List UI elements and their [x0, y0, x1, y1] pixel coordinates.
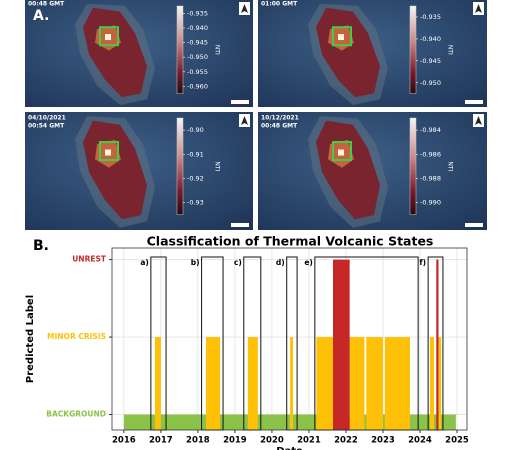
state-period [247, 337, 258, 430]
roi-box [332, 26, 352, 47]
y-tick-label: MINOR CRISIS [47, 332, 106, 341]
hotspot [105, 34, 111, 41]
scale-bar [465, 100, 483, 104]
colorbar-tick-label: -0.940 [420, 35, 441, 43]
state-period [437, 337, 442, 430]
colorbar-tick-label: -0.950 [187, 53, 208, 61]
state-period [316, 337, 333, 430]
episode-label: d) [276, 258, 285, 267]
scale-bar [231, 223, 249, 227]
colorbar [176, 5, 184, 94]
colorbar [176, 117, 184, 216]
chart: B. Classification of Thermal Volcanic Sta… [0, 232, 511, 450]
episode-label: f) [419, 258, 426, 267]
panel-time: 01:00 GMT [261, 1, 298, 8]
colorbar [409, 5, 417, 94]
episode-label: e) [304, 258, 313, 267]
panel-label: A. [33, 8, 49, 24]
image-panel: 00:48 GMT -0.935 -0.940 -0.945 -0.950 -0.955 -… [25, 0, 253, 107]
colorbar-tick-label: -0.92 [187, 174, 204, 182]
colorbar-tick-label: -0.935 [420, 13, 441, 21]
north-arrow [241, 116, 248, 125]
colorbar-tick-label: -0.955 [187, 68, 208, 76]
panel-time: 00:48 GMT [28, 1, 65, 8]
state-period [349, 337, 365, 430]
x-axis-label: Date [276, 446, 303, 450]
north-arrow [241, 4, 248, 13]
colorbar-tick-label: -0.945 [187, 39, 208, 47]
colorbar-tick-label: -0.988 [420, 174, 441, 182]
x-tick-label: 2020 [260, 436, 284, 446]
image-panel: 01:00 GMT -0.935 -0.940 -0.945 -0.950 NTI [258, 0, 487, 107]
state-period [154, 337, 161, 430]
scale-bar [465, 223, 483, 227]
y-tick-label: BACKGROUND [46, 410, 106, 419]
episode-label: c) [234, 258, 242, 267]
hotspot [338, 34, 344, 41]
colorbar-label: NTI [447, 45, 454, 55]
colorbar [409, 117, 417, 216]
colorbar-tick-label: -0.986 [420, 150, 441, 158]
colorbar-tick-label: -0.990 [420, 199, 441, 207]
colorbar-tick-label: -0.945 [420, 57, 441, 65]
panel-label: B. [33, 238, 49, 254]
x-tick-label: 2016 [112, 436, 136, 446]
panel-date: 10/12/2021 [261, 115, 299, 122]
state-period [332, 259, 350, 430]
roi-box [99, 141, 119, 162]
colorbar-tick-label: -0.90 [187, 126, 204, 134]
state-period [206, 337, 221, 430]
y-tick-label: UNREST [72, 255, 107, 264]
colorbar-tick-label: -0.93 [187, 199, 204, 207]
colorbar-label: NTI [214, 161, 221, 171]
colorbar-tick-label: -0.950 [420, 79, 441, 87]
x-tick-label: 2019 [223, 436, 247, 446]
state-period [436, 259, 439, 430]
north-arrow [475, 116, 482, 125]
state-period [384, 337, 410, 430]
image-panels: 00:48 GMT -0.935 -0.940 -0.945 -0.950 -0.955 -… [25, 0, 487, 230]
x-tick-label: 2017 [149, 436, 173, 446]
scale-bar [231, 100, 249, 104]
roi-box [99, 26, 119, 47]
x-tick-label: 2022 [334, 436, 358, 446]
state-period [290, 337, 294, 430]
plot-frame [111, 247, 468, 431]
x-tick-label: 2025 [445, 436, 469, 446]
colorbar-label: NTI [214, 45, 221, 55]
episode-label: a) [140, 258, 149, 267]
panel-time: 00:48 GMT [261, 123, 298, 130]
north-arrow [475, 4, 482, 13]
colorbar-tick-label: -0.960 [187, 82, 208, 90]
episode-label: b) [191, 258, 200, 267]
colorbar-tick-label: -0.935 [187, 9, 208, 17]
x-tick-label: 2024 [408, 436, 432, 446]
panel-time: 00:54 GMT [28, 123, 65, 130]
colorbar-tick-label: -0.940 [187, 24, 208, 32]
hotspot [105, 149, 111, 156]
colorbar-label: NTI [447, 161, 454, 171]
roi-box [332, 141, 352, 162]
panel-date: 04/10/2021 [28, 115, 66, 122]
state-period [366, 337, 383, 430]
x-tick-label: 2018 [186, 436, 210, 446]
x-tick-label: 2023 [371, 436, 395, 446]
chart-title: Classification of Thermal Volcanic State… [147, 234, 434, 249]
state-period [429, 337, 435, 430]
x-tick-label: 2021 [297, 436, 321, 446]
y-axis-label: Predicted Label [25, 295, 36, 383]
colorbar-tick-label: -0.91 [187, 150, 204, 158]
colorbar-tick-label: -0.984 [420, 126, 441, 134]
hotspot [338, 149, 344, 156]
